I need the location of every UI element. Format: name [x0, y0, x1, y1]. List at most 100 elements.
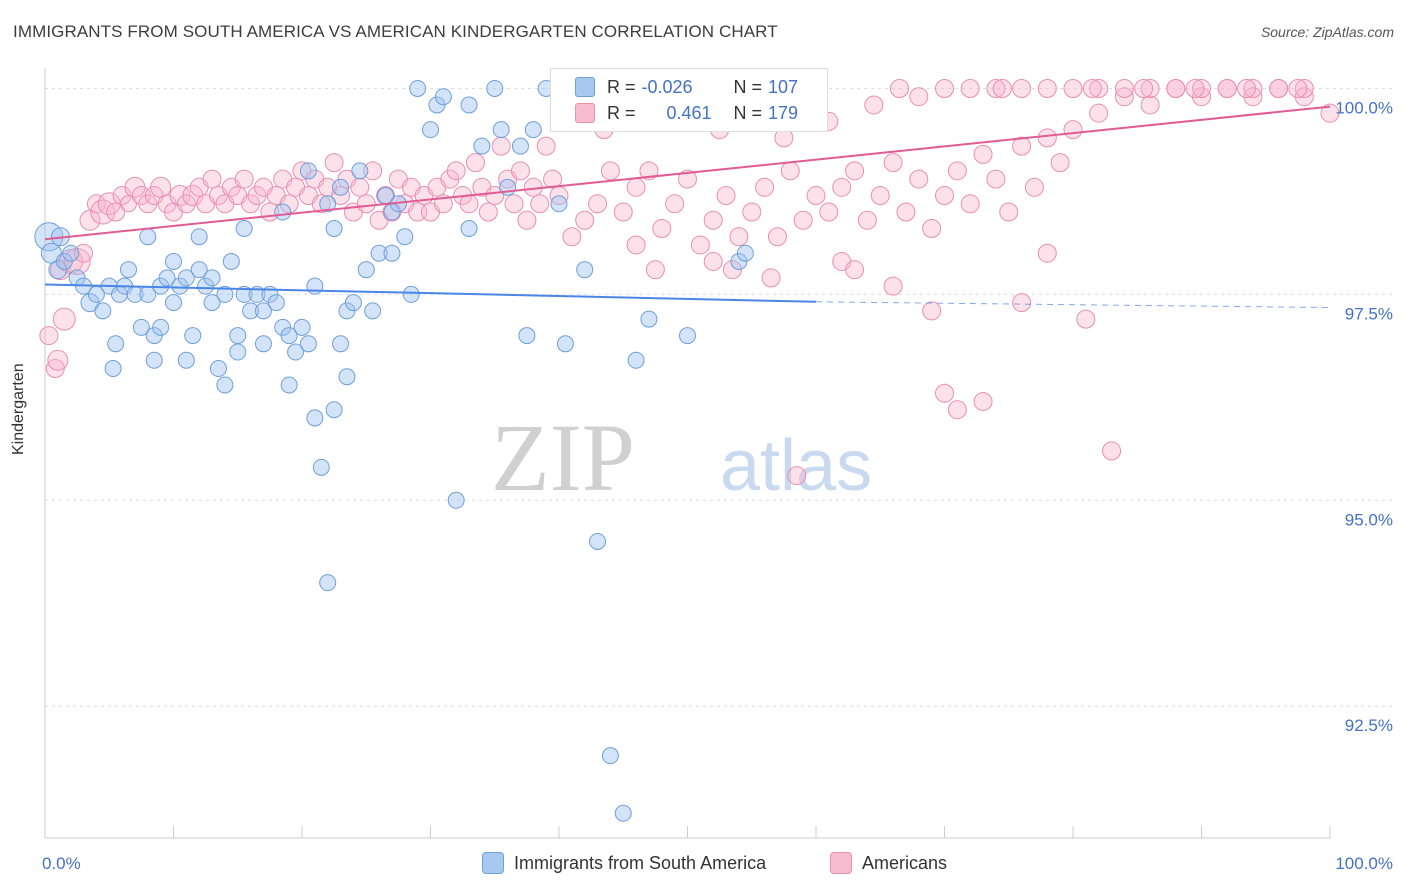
data-point-americans	[973, 391, 993, 411]
data-point-americans	[780, 161, 800, 181]
legend-row-immigrants: R = -0.026 N = 107	[575, 74, 798, 100]
data-point-americans	[363, 161, 383, 181]
data-point-immigrants	[235, 219, 253, 237]
data-point-immigrants	[190, 228, 208, 246]
legend-item-immigrants[interactable]: Immigrants from South America	[482, 852, 766, 874]
data-point-immigrants	[422, 121, 439, 139]
data-point-immigrants	[132, 318, 150, 336]
data-point-immigrants	[325, 401, 343, 419]
data-point-americans	[1063, 78, 1083, 98]
data-point-immigrants	[576, 261, 594, 279]
data-point-immigrants	[48, 260, 68, 280]
x-tick-label: 0.0%	[42, 854, 81, 873]
data-point-immigrants	[306, 409, 324, 427]
data-point-americans	[755, 177, 775, 197]
legend-swatch-immigrants	[575, 77, 595, 97]
data-point-immigrants	[152, 318, 170, 336]
data-point-immigrants	[319, 574, 337, 592]
data-point-americans	[1037, 78, 1057, 98]
data-point-americans	[1217, 78, 1237, 98]
data-point-americans	[1012, 78, 1032, 98]
data-point-americans	[600, 161, 620, 181]
data-point-americans	[890, 78, 910, 98]
data-point-americans	[478, 202, 498, 222]
data-point-americans	[1050, 153, 1070, 173]
data-point-immigrants	[383, 244, 401, 262]
data-point-americans	[530, 194, 550, 214]
x-tick-label: 100.0%	[1335, 854, 1393, 873]
data-point-immigrants	[332, 178, 350, 196]
data-point-americans	[922, 301, 942, 321]
y-tick-label: 95.0%	[1345, 510, 1393, 529]
data-point-immigrants	[299, 335, 317, 353]
data-point-immigrants	[492, 121, 510, 139]
data-point-americans	[39, 326, 59, 346]
data-point-americans	[1012, 136, 1032, 156]
data-point-immigrants	[248, 285, 266, 303]
data-point-americans	[459, 194, 479, 214]
legend-r-label: R =	[607, 76, 636, 97]
data-point-immigrants	[94, 302, 112, 320]
data-point-americans	[986, 78, 1006, 98]
data-point-immigrants	[203, 294, 221, 312]
data-point-immigrants	[556, 335, 574, 353]
data-point-immigrants	[306, 277, 324, 295]
data-point-americans	[909, 169, 929, 189]
data-point-americans	[947, 400, 967, 420]
data-point-americans	[678, 169, 697, 189]
data-point-immigrants	[402, 285, 420, 303]
data-point-americans	[517, 210, 537, 230]
data-point-americans	[690, 235, 710, 255]
trend-line-americans	[44, 105, 1331, 241]
data-point-americans	[1294, 78, 1314, 98]
data-point-americans	[870, 186, 890, 206]
data-point-americans	[106, 202, 126, 222]
data-point-immigrants	[216, 376, 234, 394]
data-point-americans	[665, 194, 685, 214]
correlation-legend: R = -0.026 N = 107 R = 0.461 N = 179	[550, 68, 828, 132]
data-point-americans	[491, 136, 511, 156]
legend-label: Americans	[862, 852, 948, 873]
legend-r-value: -0.026	[641, 76, 693, 97]
data-point-americans	[857, 210, 877, 230]
data-point-americans	[806, 186, 826, 206]
data-point-immigrants	[184, 327, 202, 345]
data-point-immigrants	[274, 203, 292, 221]
data-point-americans	[504, 194, 524, 214]
data-point-americans	[645, 260, 665, 280]
data-point-immigrants	[203, 269, 221, 287]
data-point-americans	[992, 78, 1012, 98]
data-point-americans	[722, 260, 742, 280]
data-point-immigrants	[357, 261, 375, 279]
data-point-immigrants	[190, 261, 208, 279]
data-point-immigrants	[293, 318, 311, 336]
data-point-americans	[112, 186, 132, 206]
y-tick-label: 97.5%	[1345, 304, 1393, 323]
data-point-americans	[1140, 78, 1160, 98]
source-label: Source: ZipAtlas.com	[1260, 24, 1394, 40]
data-point-immigrants	[267, 294, 285, 312]
data-point-americans	[562, 227, 582, 247]
data-point-americans	[787, 466, 807, 486]
data-point-americans	[999, 202, 1019, 222]
legend-item-americans[interactable]: Americans	[830, 852, 947, 874]
data-point-americans	[639, 161, 659, 181]
data-point-americans	[324, 153, 344, 173]
data-point-americans	[1102, 441, 1122, 461]
data-point-immigrants	[229, 327, 247, 345]
data-point-immigrants	[107, 335, 125, 353]
data-point-americans	[120, 195, 138, 213]
data-point-americans	[1269, 78, 1289, 98]
data-point-immigrants	[165, 294, 182, 312]
data-point-americans	[510, 161, 530, 181]
data-point-immigrants	[325, 219, 343, 237]
legend-n-value: 179	[768, 102, 799, 123]
data-point-americans	[935, 78, 954, 98]
data-point-immigrants	[601, 747, 619, 765]
legend-swatch	[830, 852, 852, 874]
trend-line-immigrants	[44, 283, 817, 303]
y-tick-label: 100.0%	[1335, 98, 1393, 117]
data-point-americans	[536, 136, 556, 156]
data-point-americans	[761, 268, 781, 288]
data-point-americans	[1089, 103, 1109, 123]
